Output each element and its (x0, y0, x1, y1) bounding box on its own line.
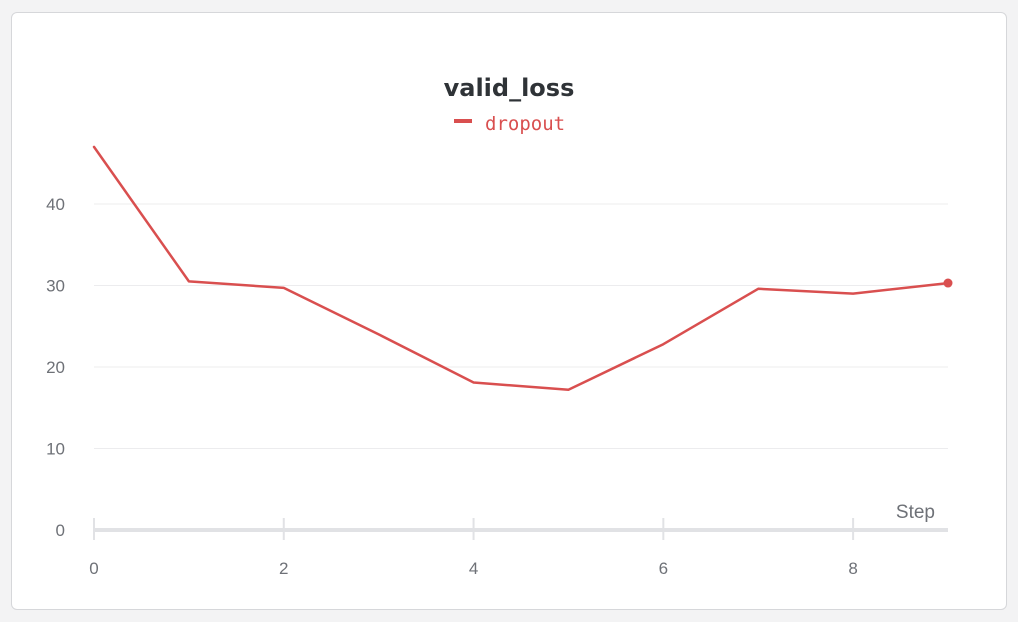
y-tick-label: 20 (46, 358, 65, 377)
series-line-dropout[interactable] (92, 145, 950, 392)
chart-title: valid_loss (444, 74, 575, 102)
x-tick-label: 2 (279, 559, 288, 578)
y-tick-label: 40 (46, 195, 65, 214)
x-axis-label: Step (896, 502, 935, 523)
chart-panel (11, 12, 1007, 610)
legend[interactable]: dropout (454, 113, 565, 135)
y-tick-label: 30 (46, 277, 65, 296)
y-tick-label: 0 (56, 521, 65, 540)
x-tick-label: 0 (89, 559, 98, 578)
grid-lines: 0 10 20 30 40 (46, 195, 948, 540)
series-layer (92, 145, 953, 392)
x-axis: 0 2 4 6 8 (89, 518, 948, 578)
x-tick-label: 8 (848, 559, 857, 578)
series-endpoint-dropout[interactable] (943, 278, 953, 288)
x-tick-label: 6 (659, 559, 668, 578)
y-tick-label: 10 (46, 440, 65, 459)
x-tick-label: 4 (469, 559, 478, 578)
legend-label-dropout: dropout (485, 113, 565, 135)
